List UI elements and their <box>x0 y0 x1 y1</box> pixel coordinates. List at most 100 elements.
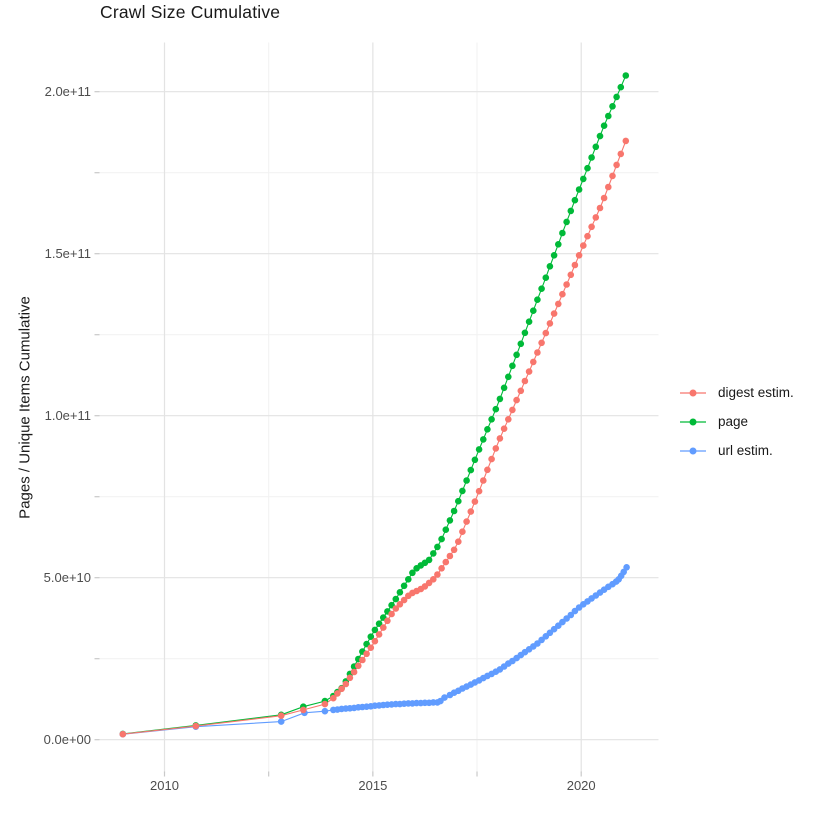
x-tick-label: 2020 <box>566 778 596 793</box>
chart-title: Crawl Size Cumulative <box>100 2 281 22</box>
data-point-page <box>409 569 416 577</box>
legend-key-icon <box>680 418 706 425</box>
data-point-page <box>480 436 487 443</box>
data-point-digest-estim- <box>584 232 591 240</box>
data-point-page <box>592 143 600 151</box>
legend-item-url-estim-: url estim. <box>678 436 794 465</box>
data-point-page <box>430 550 437 557</box>
data-point-digest-estim- <box>592 214 600 221</box>
data-point-digest-estim- <box>342 680 350 688</box>
legend-label: page <box>718 414 749 429</box>
y-tick-label: 1.0e+11 <box>44 408 91 424</box>
data-point-page <box>580 175 587 183</box>
data-point-digest-estim- <box>446 552 454 560</box>
data-point-url-estim- <box>441 694 448 701</box>
data-point-digest-estim- <box>534 349 541 356</box>
x-tick-label: 2015 <box>358 778 388 793</box>
data-point-page <box>617 83 625 91</box>
data-point-digest-estim- <box>363 650 370 658</box>
data-point-page <box>488 416 495 423</box>
data-point-digest-estim- <box>492 445 500 452</box>
legend-label: digest estim. <box>718 385 794 400</box>
data-point-digest-estim- <box>371 637 379 645</box>
data-point-digest-estim- <box>300 706 307 714</box>
data-point-page <box>446 517 454 524</box>
data-point-page <box>559 229 566 237</box>
y-tick-label: 5.0e+10 <box>43 570 91 586</box>
data-point-digest-estim- <box>505 416 512 423</box>
data-point-digest-estim- <box>400 596 408 604</box>
data-point-page <box>584 164 591 172</box>
data-point-digest-estim- <box>467 508 475 515</box>
data-point-page <box>484 426 491 433</box>
data-point-digest-estim- <box>622 137 630 145</box>
data-point-digest-estim- <box>538 339 545 347</box>
data-point-page <box>450 507 458 515</box>
data-point-digest-estim- <box>350 668 358 676</box>
data-point-page <box>400 582 408 590</box>
legend-label: url estim. <box>718 443 773 458</box>
data-point-page <box>438 535 445 543</box>
data-point-digest-estim- <box>542 329 550 337</box>
data-point-digest-estim- <box>355 662 362 670</box>
data-point-digest-estim- <box>550 310 558 317</box>
series-line-digest-estim- <box>122 140 627 735</box>
data-point-page <box>575 186 583 193</box>
data-point-digest-estim- <box>517 387 525 395</box>
data-point-digest-estim- <box>438 565 445 572</box>
data-point-digest-estim- <box>430 576 437 583</box>
data-point-digest-estim- <box>455 538 462 545</box>
series-line-page <box>122 75 627 735</box>
data-point-page <box>571 196 579 204</box>
data-point-page <box>367 633 375 640</box>
data-point-page <box>425 556 433 564</box>
data-point-page <box>542 274 550 282</box>
data-point-digest-estim- <box>359 656 366 664</box>
data-point-page <box>509 362 516 370</box>
data-point-digest-estim- <box>488 455 495 463</box>
data-point-digest-estim- <box>546 320 554 327</box>
data-point-page <box>530 307 537 315</box>
data-point-page <box>455 497 462 505</box>
data-point-digest-estim- <box>442 558 450 566</box>
data-point-page <box>550 252 558 259</box>
data-point-digest-estim- <box>509 406 516 414</box>
data-point-digest-estim- <box>463 518 470 525</box>
data-point-page <box>434 543 441 551</box>
data-point-page <box>517 340 525 348</box>
data-point-digest-estim- <box>330 694 337 702</box>
data-point-digest-estim- <box>375 631 383 638</box>
data-point-page <box>596 132 604 140</box>
data-point-digest-estim- <box>500 425 508 433</box>
data-point-page <box>513 351 520 359</box>
data-point-page <box>622 72 630 79</box>
data-point-digest-estim- <box>496 435 504 442</box>
data-point-page <box>471 456 479 464</box>
data-point-digest-estim- <box>580 242 587 249</box>
data-point-digest-estim- <box>392 605 400 612</box>
series-line-url-estim- <box>122 567 628 735</box>
data-point-digest-estim- <box>613 161 620 169</box>
data-point-digest-estim- <box>609 172 616 180</box>
data-point-page <box>600 122 608 129</box>
data-point-digest-estim- <box>384 617 391 625</box>
data-point-page <box>505 373 512 381</box>
data-point-digest-estim- <box>555 300 562 308</box>
data-point-page <box>546 263 554 270</box>
data-point-digest-estim- <box>530 358 537 366</box>
data-point-digest-estim- <box>600 194 608 202</box>
data-point-digest-estim- <box>334 690 341 697</box>
y-tick-label: 2.0e+11 <box>44 84 91 100</box>
legend-item-digest-estim-: digest estim. <box>678 378 794 407</box>
data-point-digest-estim- <box>513 396 520 404</box>
data-point-digest-estim- <box>571 261 579 269</box>
data-point-digest-estim- <box>396 601 404 608</box>
data-point-digest-estim- <box>471 498 479 505</box>
data-point-digest-estim- <box>605 183 612 191</box>
data-point-digest-estim- <box>450 546 458 554</box>
data-point-digest-estim- <box>119 730 127 738</box>
data-point-page <box>459 487 466 495</box>
data-point-page <box>405 576 412 583</box>
data-point-page <box>463 477 470 484</box>
